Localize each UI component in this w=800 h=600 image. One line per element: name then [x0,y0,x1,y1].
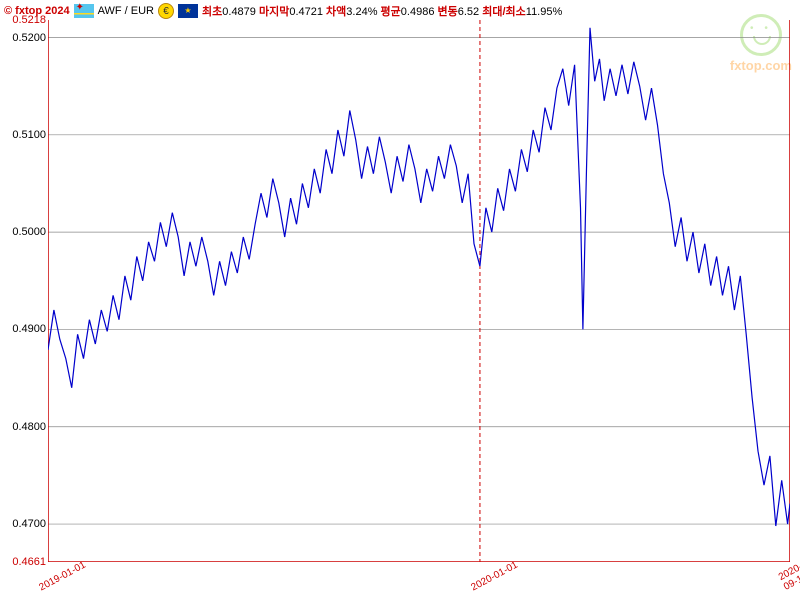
stat-label: 마지막 [256,6,289,18]
stat-value: 6.52 [458,6,479,18]
flag-aruba-icon [74,4,94,18]
stats-row: 최초0.4879 마지막0.4721 차액3.24% 평균0.4986 변동6.… [202,3,562,19]
flag-eu-icon: ★ [178,4,198,18]
stat-value: 0.4879 [222,6,256,18]
stat-value: 0.4986 [401,6,435,18]
y-tick-label: 0.4800 [2,421,46,433]
y-tick-label: 0.4661 [2,556,46,568]
x-tick-label: 2020-01-01 [469,560,519,594]
currency-pair: AWF / EUR [98,5,154,17]
stat-label: 최초 [202,6,222,18]
y-tick-label: 0.5200 [2,32,46,44]
euro-coin-icon: € [158,3,174,19]
y-tick-label: 0.4700 [2,518,46,530]
stat-label: 변동 [434,6,457,18]
y-tick-label: 0.5100 [2,129,46,141]
stat-value: 0.4721 [289,6,323,18]
x-tick-label: 2020-09-19 [777,561,800,592]
stat-value: 3.24% [346,6,377,18]
y-tick-label: 0.5218 [2,14,46,26]
line-chart [48,20,790,562]
chart-header: © fxtop 2024 AWF / EUR € ★ 최초0.4879 마지막0… [4,2,796,20]
y-tick-label: 0.5000 [2,226,46,238]
stat-value: 11.95% [526,6,563,18]
stat-label: 평균 [378,6,401,18]
chart-area [48,20,790,562]
y-tick-label: 0.4900 [2,323,46,335]
stat-label: 최대/최소 [479,6,526,18]
stat-label: 차액 [323,6,346,18]
